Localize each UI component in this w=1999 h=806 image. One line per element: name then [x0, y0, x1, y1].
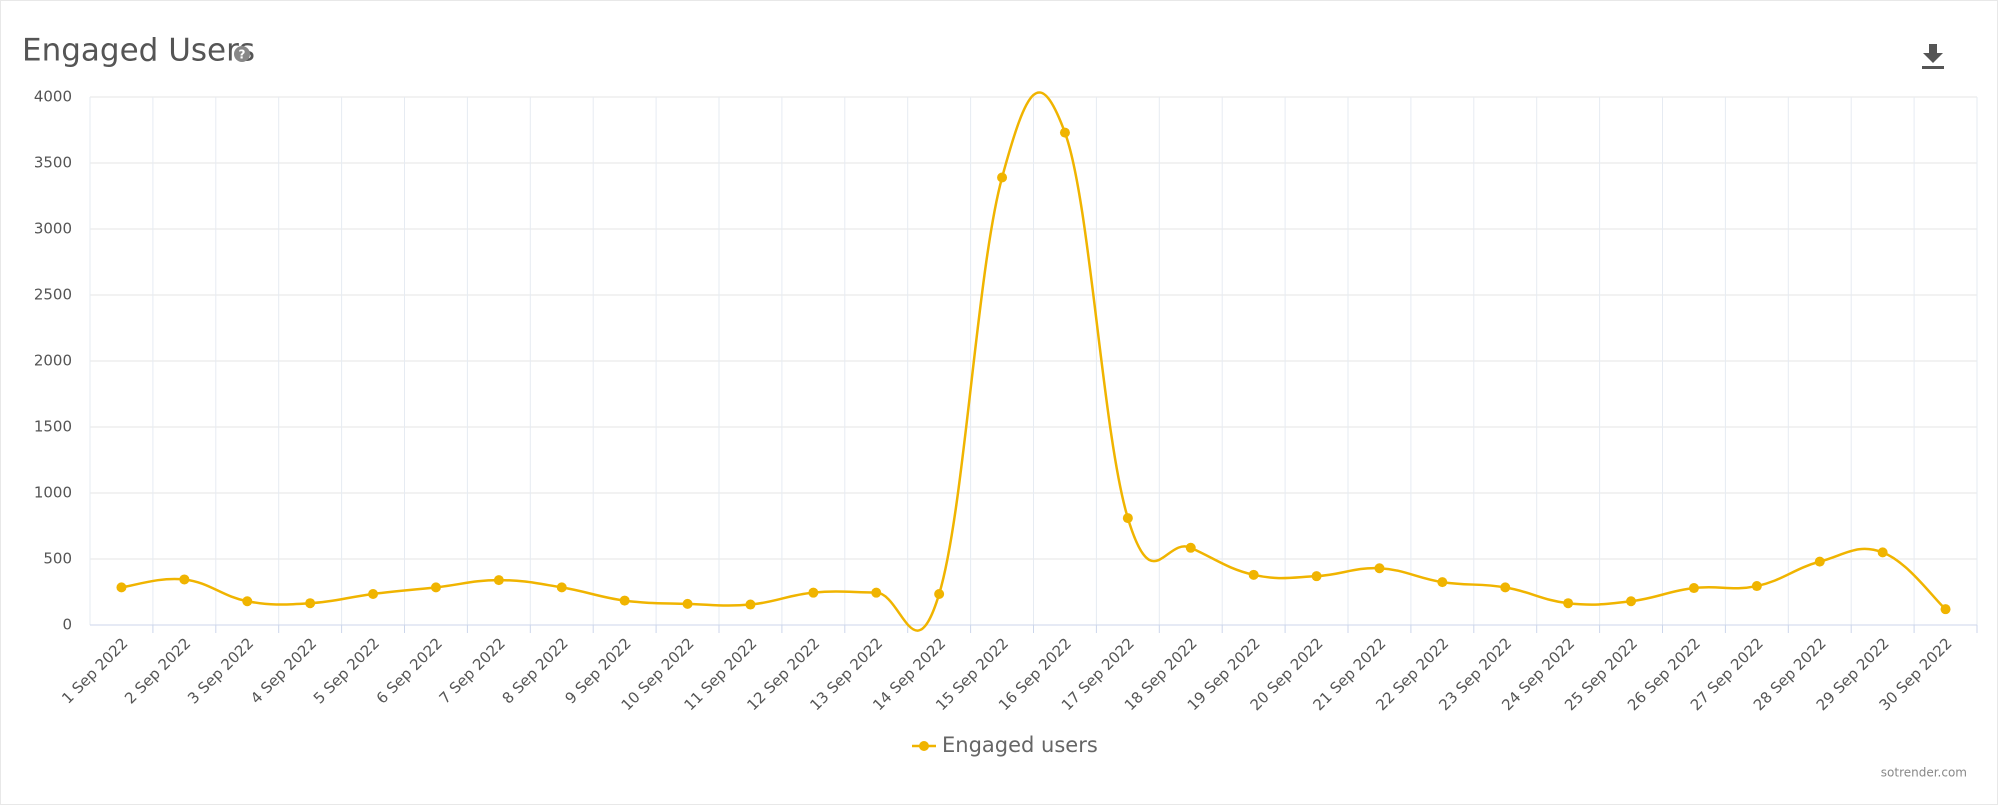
data-point — [1940, 604, 1951, 615]
help-icon[interactable]: ? — [234, 46, 250, 62]
data-point — [871, 587, 882, 598]
y-tick-label: 2500 — [34, 286, 72, 304]
data-point — [1437, 577, 1448, 588]
data-point — [997, 172, 1008, 183]
legend-item[interactable]: Engaged users — [912, 733, 1098, 757]
data-point — [682, 598, 693, 609]
data-point — [1626, 596, 1637, 607]
data-point — [808, 587, 819, 598]
data-point — [1751, 581, 1762, 592]
y-tick-label: 2000 — [34, 352, 72, 370]
y-tick-label: 500 — [43, 550, 72, 568]
data-point — [493, 575, 504, 586]
y-tick-label: 4000 — [34, 88, 72, 106]
data-point — [1311, 571, 1322, 582]
data-point — [179, 574, 190, 585]
data-point — [1122, 513, 1133, 524]
credits[interactable]: sotrender.com — [1881, 766, 1967, 780]
y-tick-label: 1500 — [34, 418, 72, 436]
series-line — [121, 91, 1947, 632]
data-point — [1688, 583, 1699, 594]
data-point — [556, 582, 567, 593]
y-tick-label: 3500 — [34, 154, 72, 172]
y-tick-label: 3000 — [34, 220, 72, 238]
data-point — [368, 588, 379, 599]
data-point — [1185, 542, 1196, 553]
data-point — [934, 588, 945, 599]
download-button[interactable] — [1922, 44, 1944, 69]
data-point — [1814, 556, 1825, 567]
data-point — [430, 582, 441, 593]
data-point — [619, 595, 630, 606]
data-point — [242, 596, 253, 607]
svg-text:?: ? — [239, 48, 246, 62]
data-point — [1248, 569, 1259, 580]
data-point — [1059, 127, 1070, 138]
data-point — [1563, 598, 1574, 609]
legend-symbol — [919, 741, 929, 751]
legend-label: Engaged users — [942, 733, 1098, 757]
data-point — [1877, 547, 1888, 558]
data-point — [1500, 582, 1511, 593]
chart-title: Engaged Users — [22, 33, 255, 69]
data-point — [116, 582, 127, 593]
data-point — [305, 598, 316, 609]
data-point — [745, 599, 756, 610]
y-tick-label: 1000 — [34, 484, 72, 502]
data-point — [1374, 563, 1385, 574]
y-tick-label: 0 — [62, 616, 72, 634]
